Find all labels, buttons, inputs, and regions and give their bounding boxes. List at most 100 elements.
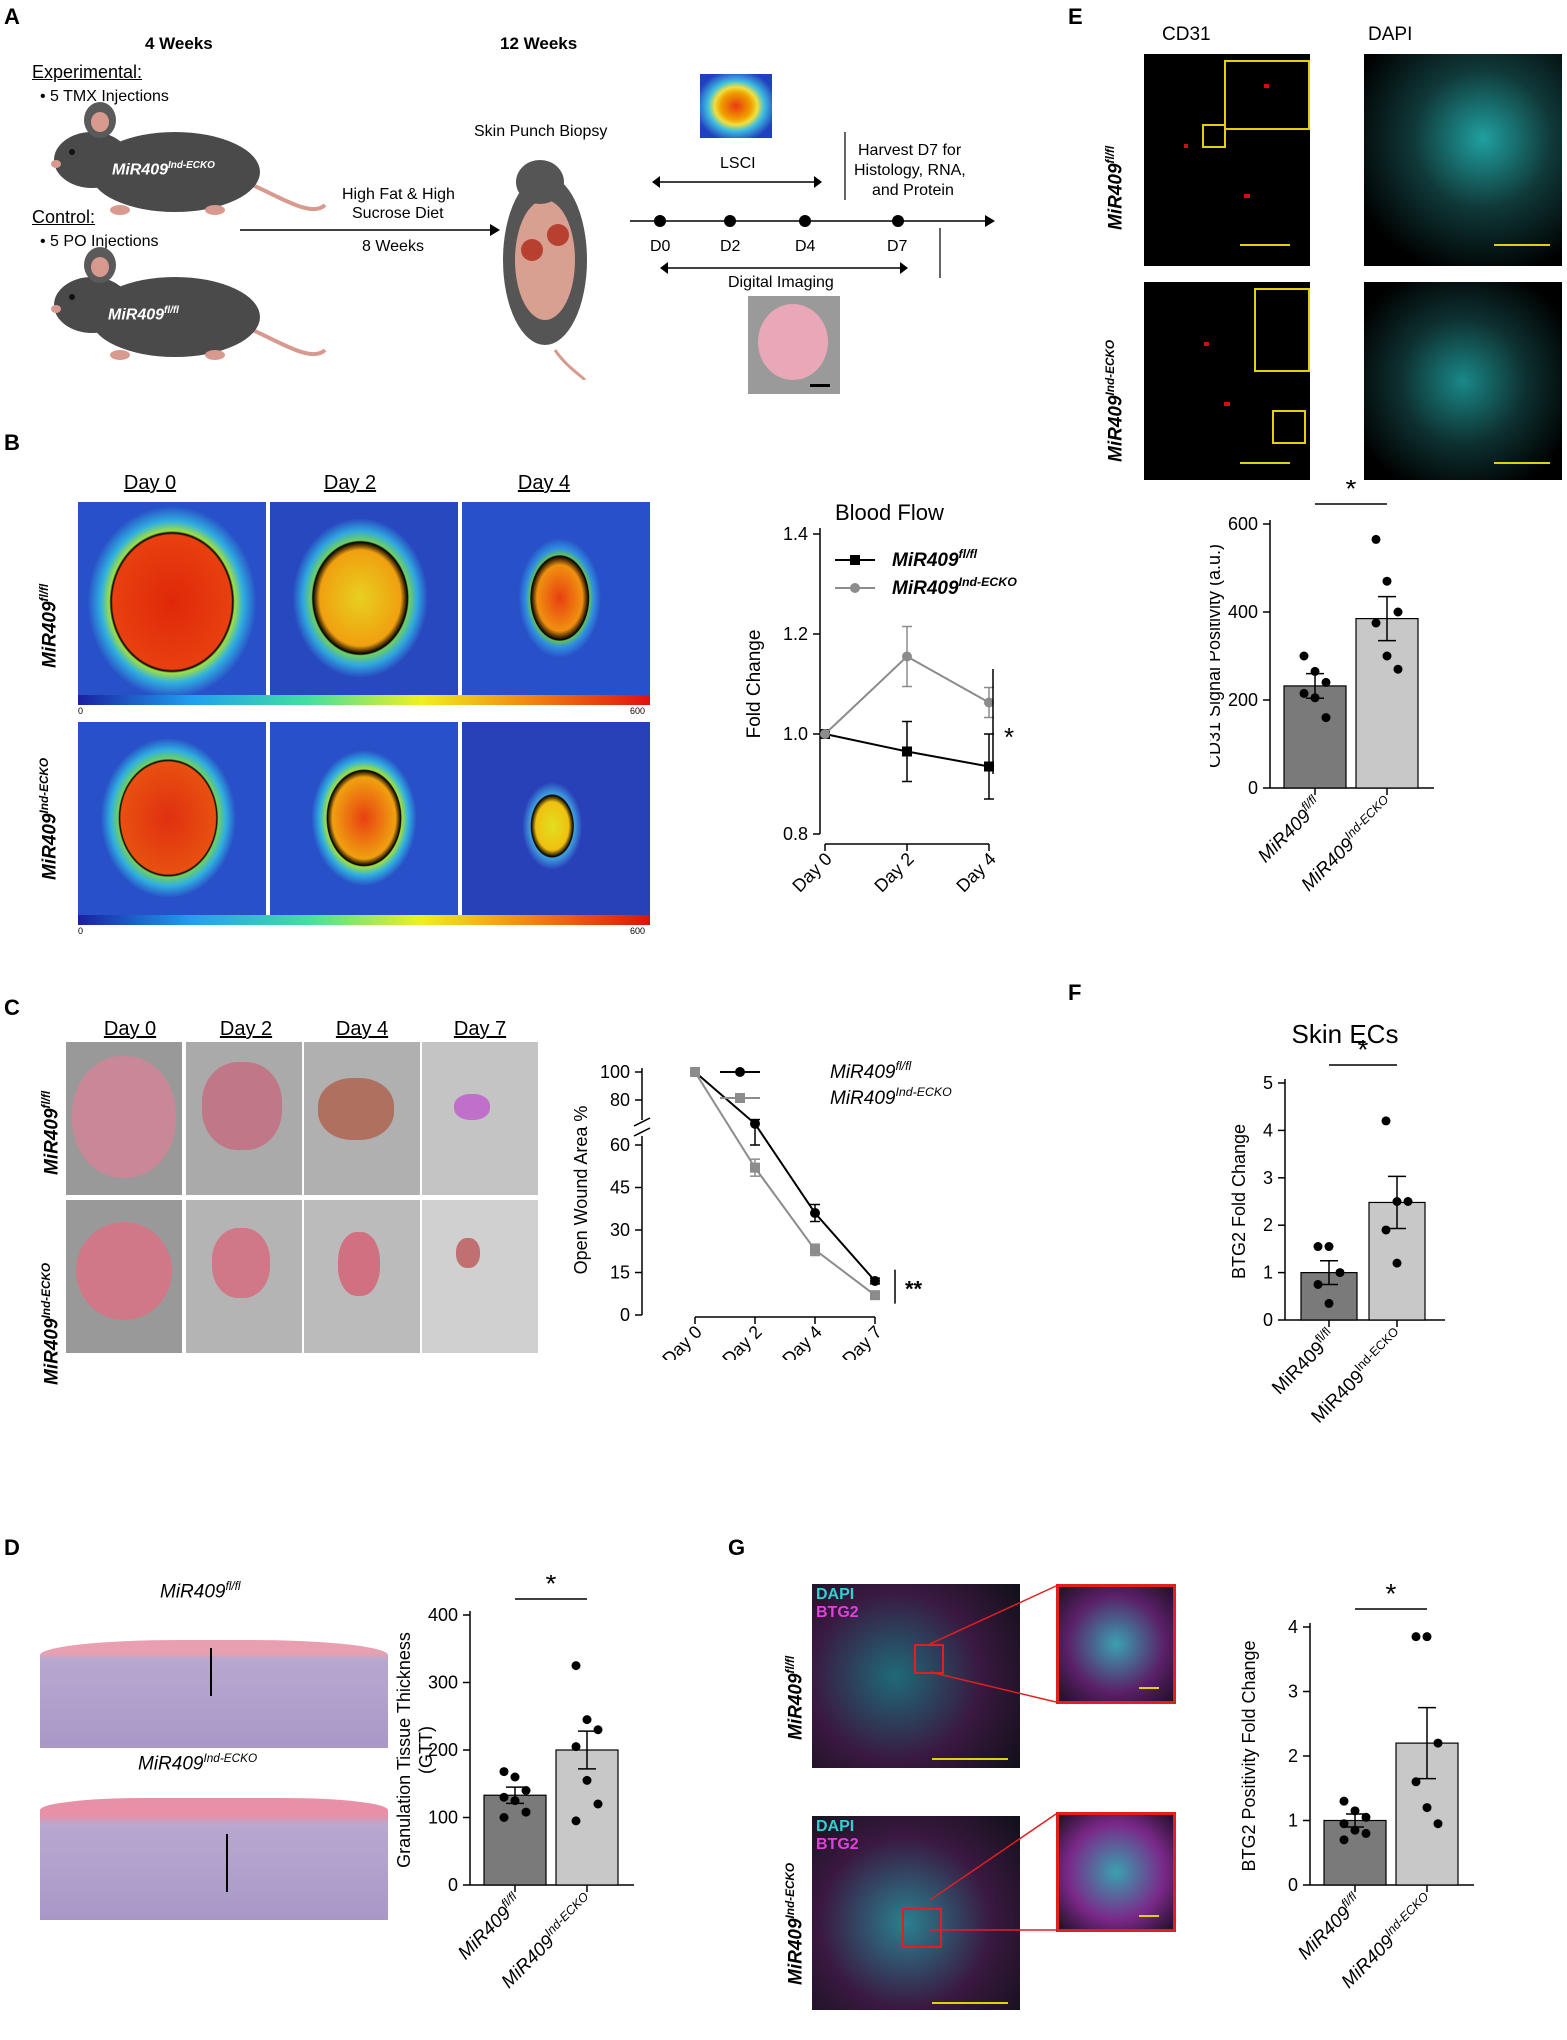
chart-d-ytick-label: 100 — [428, 1808, 458, 1828]
chart-c-point — [750, 1118, 760, 1129]
chart-d-datapoint — [521, 1786, 531, 1795]
harvest-line1: Harvest D7 for — [858, 142, 962, 159]
g-btg2-label-2: BTG2 — [816, 1836, 859, 1853]
wound-ecko-day2 — [186, 1200, 302, 1353]
dapi-image-ecko — [1364, 282, 1562, 480]
chart-d-datapoint — [593, 1799, 603, 1809]
g-btg2-label-1: BTG2 — [816, 1604, 859, 1621]
chart-e-datapoint — [1382, 576, 1392, 586]
panel-c-day2: Day 2 — [219, 1018, 273, 1040]
chart-c-point — [750, 1162, 760, 1173]
chart-f-datapoint — [1324, 1298, 1334, 1308]
panel-label-b: B — [4, 430, 20, 455]
chart-f-datapoint — [1381, 1225, 1391, 1235]
chart-g-ytick-label: 4 — [1288, 1617, 1298, 1637]
g-dapi-label-2: DAPI — [816, 1818, 855, 1835]
week12-label: 12 Weeks — [500, 34, 578, 53]
chart-d-datapoint — [571, 1816, 581, 1826]
chart-c-point — [690, 1067, 700, 1077]
chart-g-ylabel: BTG2 Positivity Fold Change — [1239, 1640, 1259, 1871]
chart-f-ytick-label: 2 — [1263, 1215, 1273, 1235]
panel-d-row1-label: MiR409fl/fl — [160, 1580, 241, 1603]
chart-b-xtick-label: Day 0 — [788, 849, 835, 896]
chart-e-datapoint — [1321, 713, 1331, 723]
chart-c-ytick-label: 45 — [610, 1178, 630, 1198]
wound-ff-day0 — [66, 1042, 182, 1195]
chart-f-sig: * — [1358, 1034, 1369, 1065]
cd31-image-ecko — [1144, 282, 1310, 480]
chart-b-point — [902, 651, 912, 662]
colorbar-max-2: 600 — [630, 926, 646, 936]
chart-d-datapoint — [499, 1767, 509, 1777]
chart-b-ytick-label: 1.2 — [783, 624, 808, 644]
chart-d-datapoint — [499, 1792, 509, 1802]
chart-c-point — [810, 1244, 820, 1255]
digital-wound-thumbnail — [748, 296, 840, 394]
chart-d-datapoint — [593, 1725, 603, 1735]
chart-b-legend-label: MiR409Ind-ECKO — [892, 575, 1017, 599]
experimental-bullet: • 5 TMX Injections — [40, 88, 169, 105]
chart-d-ytick-label: 400 — [428, 1605, 458, 1625]
chart-e-datapoint — [1393, 664, 1403, 674]
chart-f-datapoint — [1392, 1197, 1402, 1206]
chart-d-datapoint — [499, 1813, 509, 1822]
panel-label-g: G — [728, 1535, 746, 1560]
g-dapi-label-1: DAPI — [816, 1586, 855, 1603]
lsci-image-ff-day0 — [78, 502, 266, 702]
week4-label: 4 Weeks — [145, 34, 213, 53]
panel-label-d: D — [4, 1535, 20, 1560]
panel-e-row1-label: MiR409fl/fl — [1104, 145, 1127, 230]
chart-b-point — [820, 729, 830, 739]
chart-c-xtick-label: Day 2 — [718, 1322, 765, 1360]
panel-b-row1-label: MiR409fl/fl — [38, 583, 61, 668]
dapi-image-ff — [1364, 54, 1562, 266]
chart-c-sig: ** — [905, 1277, 923, 1302]
btg2-zoom-ff — [1056, 1584, 1176, 1704]
chart-g-datapoint — [1350, 1825, 1360, 1835]
chart-d-ytick-label: 0 — [448, 1875, 458, 1895]
colorbar-b-row1 — [78, 695, 650, 705]
chart-b-legend-marker — [850, 583, 860, 593]
chart-c-ytick-label: 15 — [610, 1263, 630, 1283]
chart-g-datapoint — [1433, 1819, 1443, 1829]
chart-f-datapoint — [1324, 1242, 1334, 1252]
panel-c-row1-label: MiR409fl/fl — [40, 1090, 63, 1175]
panel-b-row2-label: MiR409Ind-ECKO — [38, 757, 61, 880]
wound-ff-day4 — [304, 1042, 420, 1195]
diet-arrow — [240, 224, 500, 236]
chart-b-sig: * — [1004, 722, 1014, 752]
chart-e-bar — [1355, 618, 1419, 789]
chart-c-point — [870, 1290, 880, 1301]
chart-e-ytick-label: 600 — [1228, 514, 1258, 534]
chart-e-datapoint — [1382, 651, 1392, 661]
chart-e-sig: * — [1346, 480, 1357, 504]
chart-c-point — [870, 1276, 880, 1286]
panel-g-row2-label: MiR409Ind-ECKO — [784, 1862, 807, 1985]
chart-f-datapoint — [1313, 1279, 1323, 1289]
chart-cd31-positivity: 0 200 400 600 CD31 Signal Positivity (a.u.) M… — [1210, 480, 1434, 896]
diet-line1: High Fat & High — [342, 186, 455, 203]
chart-f-datapoint — [1392, 1258, 1402, 1268]
lsci-thumbnail — [700, 74, 772, 138]
chart-g-datapoint — [1361, 1812, 1371, 1822]
cd31-image-ff — [1144, 54, 1310, 266]
chart-d-datapoint — [521, 1807, 531, 1817]
chart-g-datapoint — [1350, 1806, 1360, 1816]
colorbar-min-1: 0 — [78, 706, 84, 716]
chart-e-ytick-label: 200 — [1228, 690, 1258, 710]
chart-e-ytick-label: 400 — [1228, 602, 1258, 622]
chart-btg2-positivity: 0 1 2 3 4 BTG2 Positivity Fold Change MiR409fl… — [1239, 1578, 1474, 1993]
mouse1-label: MiR409Ind-ECKO — [112, 160, 215, 179]
panel-e-col-cd31: CD31 — [1162, 24, 1211, 45]
diet-duration: 8 Weeks — [362, 238, 424, 255]
chart-b-ylabel: Fold Change — [744, 630, 765, 739]
chart-f-ytick-label: 3 — [1263, 1168, 1273, 1188]
lsci-image-ecko-day2 — [270, 722, 458, 922]
chart-f-datapoint — [1313, 1242, 1323, 1252]
btg2-image-ff — [812, 1584, 1020, 1768]
chart-g-datapoint — [1339, 1819, 1349, 1829]
wound-ff-day7 — [422, 1042, 538, 1195]
control-label: Control: — [32, 207, 96, 227]
lsci-range-arrow — [652, 176, 822, 188]
chart-d-datapoint — [582, 1715, 592, 1725]
